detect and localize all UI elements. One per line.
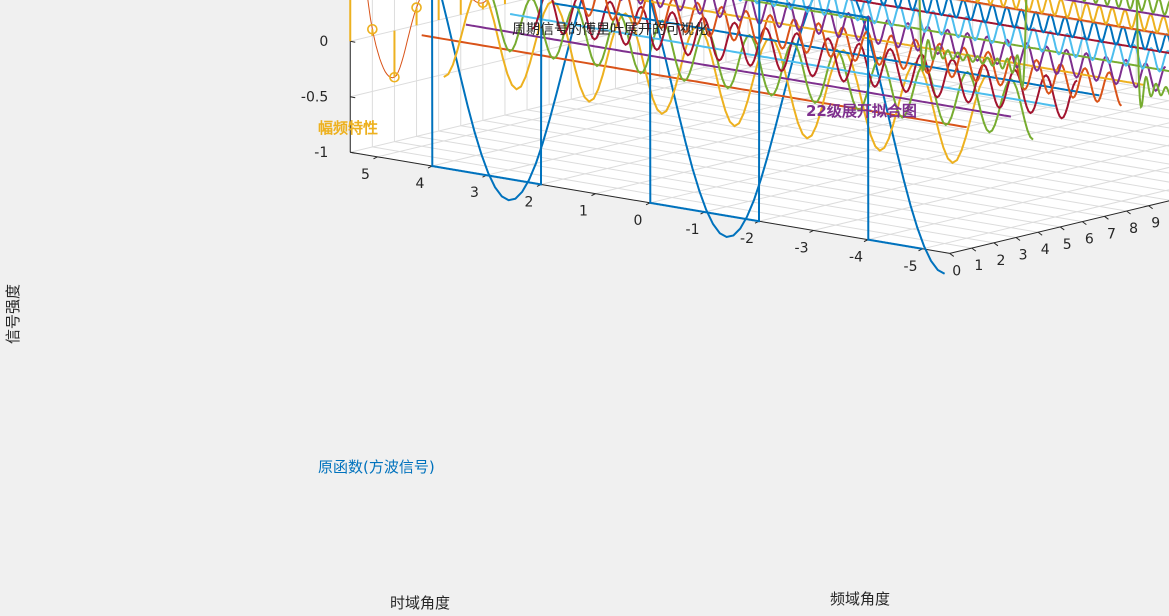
y-tick [1148, 205, 1153, 210]
x-tick-label: 4 [416, 176, 425, 192]
x-tick-label: -3 [795, 240, 809, 256]
y-tick-label: 7 [1107, 226, 1116, 242]
harmonic-line [531, 0, 1078, 120]
y-tick [993, 242, 999, 247]
harmonic-line [741, 0, 1169, 73]
grid-line [549, 104, 1149, 207]
y-tick [971, 247, 977, 252]
y-tick [1082, 221, 1087, 226]
z-tick-labels: -1-0.500.511.52 [301, 34, 356, 161]
x-tick-label: -1 [686, 222, 700, 238]
y-tick [1059, 226, 1065, 231]
spectrum-marker [411, 2, 422, 13]
x-tick-label: 2 [525, 194, 534, 210]
y-tick-labels: 012345678910111213141516171819202122 [949, 205, 1169, 279]
harmonic-line [492, 0, 1034, 141]
x-tick [809, 229, 814, 233]
y-tick-label: 3 [1019, 248, 1028, 264]
annotation-original: 原函数(方波信号) [318, 458, 435, 476]
z-tick-label: -0.5 [301, 90, 328, 106]
grid-line [770, 51, 1169, 120]
y-tick-label: 5 [1063, 237, 1072, 253]
z-tick-label: 0 [319, 34, 328, 50]
y-tick-label: 2 [996, 253, 1005, 269]
grid-line [681, 72, 1169, 156]
x-axis-label: 时域角度 [390, 594, 450, 612]
z-tick-label: -1 [314, 145, 328, 161]
x-tick [373, 156, 378, 160]
grid-line [637, 82, 1169, 174]
annotation-fit: 22级展开拟合图 [806, 102, 917, 120]
grid-line [792, 45, 1169, 111]
original-wave-line [431, 0, 923, 250]
grid-line [394, 141, 995, 244]
harmonic-line [620, 0, 1167, 92]
y-tick [1037, 231, 1043, 236]
spectrum-marker [367, 23, 378, 35]
harmonic-line [852, 0, 1169, 54]
y-tick [1126, 210, 1131, 215]
grid-line [372, 146, 972, 249]
x-tick-label: -2 [740, 231, 754, 247]
x-tick-labels: 5 4 3 2 1 0 -1 -2 -3 -4 -5 [361, 156, 923, 275]
x-tick-label: 1 [579, 204, 588, 220]
spectrum-marker [477, 0, 489, 9]
y-axis-line [949, 200, 1169, 254]
x-tick-label: 5 [361, 167, 370, 183]
fit-curve-line [918, 0, 1169, 110]
harmonic-line [848, 0, 1169, 54]
y-tick [1104, 215, 1109, 220]
z-axis-label: 信号强度 [4, 284, 22, 344]
x-tick-label: 3 [470, 185, 479, 201]
harmonic-line [441, 0, 946, 275]
harmonic-series [421, 0, 1169, 275]
x-tick [591, 193, 596, 197]
x-tick-label: -4 [849, 250, 863, 266]
fit-curve-series [918, 0, 1169, 110]
y-tick [1015, 237, 1021, 241]
amplitude-spectrum-series [349, 0, 506, 83]
original-square-wave-series [431, 0, 923, 250]
grid-line [482, 119, 1083, 223]
grid-line [593, 93, 1169, 192]
harmonic-line [509, 13, 1056, 107]
y-tick-label: 6 [1085, 232, 1094, 248]
harmonic-line [581, 0, 1123, 107]
grid-line [438, 130, 1039, 233]
y-tick-label: 0 [952, 263, 961, 279]
chart-title: 周期信号的傅里叶展开的可视化 [512, 22, 708, 38]
y-axis-label: 频域角度 [830, 590, 890, 608]
grid-line [460, 125, 1061, 228]
grid-line [814, 40, 1169, 102]
spectrum-marker [389, 71, 400, 83]
grid-line [615, 88, 1169, 183]
grid-line [703, 66, 1169, 147]
y-tick [949, 253, 955, 257]
z-tick [350, 151, 356, 154]
z-tick [350, 40, 356, 43]
grid-line [571, 98, 1169, 201]
y-tick-label: 9 [1151, 216, 1160, 232]
z-tick [350, 96, 356, 99]
annotation-amplitude: 幅频特性 [318, 119, 378, 137]
grid-line [526, 109, 1127, 212]
grid-line [504, 114, 1105, 217]
x-tick-label: 0 [634, 213, 643, 229]
y-tick-label: 4 [1041, 242, 1050, 258]
y-tick-label: 8 [1129, 221, 1138, 237]
harmonic-line [465, 23, 1012, 118]
y-tick-label: 1 [974, 258, 983, 274]
harmonic-line [635, 0, 1144, 86]
harmonic-line [443, 0, 990, 165]
x-tick-label: -5 [904, 259, 918, 275]
